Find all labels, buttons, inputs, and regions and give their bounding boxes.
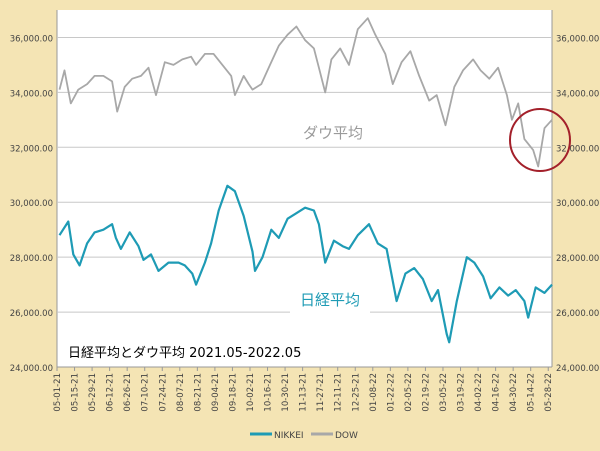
x-tick-label: 06-26-21 <box>123 373 133 412</box>
x-axis: 05-01-21 05-15-21 05-29-21 06-12-21 06-26-21… <box>53 366 554 412</box>
y-axis-right: 24,000.00 26,000.00 28,000.00 30,000.00 32,0… <box>556 34 599 374</box>
series-layer <box>58 17 553 344</box>
x-tick-label: 09-18-21 <box>228 373 238 412</box>
y-tick-label-left: 28,000.00 <box>10 254 53 264</box>
y-tick-label-left: 36,000.00 <box>10 34 53 44</box>
legend-label-dow: DOW <box>335 431 358 441</box>
y-tick-label-right: 28,000.00 <box>556 254 599 264</box>
y-tick-label-left: 30,000.00 <box>10 199 53 209</box>
x-tick-label: 05-15-21 <box>71 373 81 412</box>
series-line-dow <box>58 17 553 168</box>
x-tick-label: 11-27-21 <box>316 373 326 412</box>
x-tick-label: 02-05-22 <box>404 373 414 412</box>
x-tick-label: 07-10-21 <box>141 373 151 412</box>
x-tick-label: 08-21-21 <box>193 373 203 412</box>
x-tick-label: 05-29-21 <box>88 373 98 412</box>
x-tick-label: 01-22-22 <box>386 373 396 412</box>
x-tick-label: 07-24-21 <box>158 373 168 412</box>
y-tick-label-left: 34,000.00 <box>10 89 53 99</box>
x-tick-label: 10-02-21 <box>246 373 256 412</box>
x-tick-label: 10-30-21 <box>281 373 291 412</box>
y-tick-label-right: 30,000.00 <box>556 199 599 209</box>
title-box <box>62 339 330 365</box>
chart-title: 日経平均とダウ平均 2021.05-2022.05 <box>68 346 301 361</box>
x-tick-label: 09-04-21 <box>211 373 221 412</box>
x-tick-label: 05-01-21 <box>53 373 63 412</box>
y-tick-label-left: 26,000.00 <box>10 309 53 319</box>
nikkei-annotation: 日経平均 <box>300 291 360 309</box>
x-tick-label: 05-14-22 <box>527 373 537 412</box>
dow-annotation: ダウ平均 <box>303 124 363 142</box>
x-tick-label: 02-19-22 <box>421 373 431 412</box>
y-tick-label-right: 32,000.00 <box>556 144 599 154</box>
x-tick-label: 12-11-21 <box>334 373 344 412</box>
highlight-circle <box>509 108 571 172</box>
x-tick-label: 04-30-22 <box>509 373 519 412</box>
y-axis-left: 24,000.00 26,000.00 28,000.00 30,000.00 32,0… <box>10 34 53 374</box>
x-tick-label: 03-05-22 <box>439 373 449 412</box>
x-tick-label: 08-07-21 <box>176 373 186 412</box>
y-tick-label-left: 32,000.00 <box>10 144 53 154</box>
plot-area <box>57 10 552 367</box>
x-tick-label: 06-12-21 <box>106 373 116 412</box>
x-tick-label: 04-02-22 <box>474 373 484 412</box>
nikkei-annotation-box <box>290 285 370 313</box>
x-tick-label: 10-16-21 <box>264 373 274 412</box>
x-tick-label: 04-16-22 <box>492 373 502 412</box>
x-tick-label: 12-25-21 <box>351 373 361 412</box>
x-tick-label: 03-19-22 <box>457 373 467 412</box>
y-tick-label-right: 34,000.00 <box>556 89 599 99</box>
x-tick-label: 01-08-22 <box>369 373 379 412</box>
y-tick-label-left: 24,000.00 <box>10 364 53 374</box>
x-tick-label: 11-13-21 <box>299 373 309 412</box>
x-tick-label: 05-28-22 <box>544 373 554 412</box>
series-line-nikkei <box>58 184 553 344</box>
legend: NIKKEI DOW <box>250 431 358 441</box>
legend-label-nikkei: NIKKEI <box>274 431 304 441</box>
y-tick-label-right: 36,000.00 <box>556 34 599 44</box>
y-tick-label-right: 26,000.00 <box>556 309 599 319</box>
dow-annotation-box <box>295 118 371 146</box>
y-tick-label-right: 24,000.00 <box>556 364 599 374</box>
